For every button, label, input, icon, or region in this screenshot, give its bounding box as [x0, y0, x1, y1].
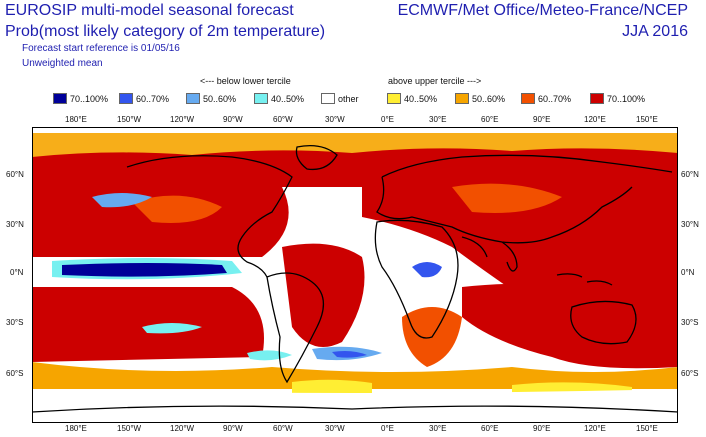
legend-item: 50..60% — [455, 93, 505, 104]
lat-label: 60°S — [6, 369, 24, 378]
legend-label: 50..60% — [472, 93, 506, 104]
legend-swatch — [590, 93, 604, 104]
lon-label: 150°E — [636, 115, 658, 124]
lat-label: 0°N — [10, 268, 24, 277]
mean-type: Unweighted mean — [22, 58, 103, 69]
lat-label: 30°N — [6, 220, 24, 229]
warm-anomaly-layer — [32, 131, 678, 397]
lon-label: 60°E — [481, 424, 499, 433]
legend-below-header: <--- below lower tercile — [200, 76, 291, 86]
lon-label: 180°E — [65, 115, 87, 124]
legend-label: 60..70% — [538, 93, 572, 104]
cold-anomaly-layer — [52, 193, 442, 361]
season-title: JJA 2016 — [622, 23, 688, 40]
lon-label: 0°E — [381, 424, 394, 433]
legend-item: 40..50% — [387, 93, 437, 104]
lon-label: 60°W — [273, 115, 293, 124]
title-line-2: Prob(most likely category of 2m temperat… — [5, 23, 326, 40]
legend-label: 70..100% — [607, 93, 646, 104]
lon-label: 0°E — [381, 115, 394, 124]
legend-swatch — [521, 93, 535, 104]
lon-label: 60°W — [273, 424, 293, 433]
legend-item: 70..100% — [53, 93, 108, 104]
lat-label: 0°N — [681, 268, 695, 277]
legend-item: 60..70% — [521, 93, 571, 104]
legend-label: 50..60% — [203, 93, 237, 104]
lon-label: 90°W — [223, 115, 243, 124]
lat-label: 30°S — [6, 318, 24, 327]
lon-label: 120°W — [170, 424, 195, 433]
legend-swatch — [455, 93, 469, 104]
legend-label: 70..100% — [70, 93, 109, 104]
lat-label: 60°N — [6, 170, 24, 179]
lon-label: 30°E — [429, 115, 447, 124]
legend-label: 40..50% — [271, 93, 305, 104]
lon-label: 90°W — [223, 424, 243, 433]
legend-swatch — [53, 93, 67, 104]
legend-swatch — [321, 93, 335, 104]
legend-item: 70..100% — [590, 93, 645, 104]
lon-label: 150°W — [117, 115, 142, 124]
legend-above-header: above upper tercile ---> — [388, 76, 482, 86]
legend-label: 40..50% — [404, 93, 438, 104]
lon-label: 30°E — [429, 424, 447, 433]
legend-label: 60..70% — [136, 93, 170, 104]
lon-label: 30°W — [325, 115, 345, 124]
legend-label: other — [338, 93, 359, 104]
coastlines — [32, 144, 678, 413]
centres-title: ECMWF/Met Office/Meteo-France/NCEP — [397, 2, 688, 19]
legend-item: 40..50% — [254, 93, 304, 104]
lat-label: 60°S — [681, 369, 699, 378]
legend-swatch — [119, 93, 133, 104]
legend: 70..100% 60..70% 50..60% 40..50% other 4… — [0, 93, 706, 107]
legend-swatch — [254, 93, 268, 104]
probability-map — [32, 127, 678, 423]
legend-item: 60..70% — [119, 93, 169, 104]
lon-label: 60°E — [481, 115, 499, 124]
map-frame — [32, 127, 678, 423]
legend-item: other — [321, 93, 359, 104]
lat-label: 30°N — [681, 220, 699, 229]
neutral-band-layer — [32, 127, 678, 423]
lon-label: 120°W — [170, 115, 195, 124]
lon-label: 30°W — [325, 424, 345, 433]
legend-swatch — [387, 93, 401, 104]
lat-label: 30°S — [681, 318, 699, 327]
forecast-start-reference: Forecast start reference is 01/05/16 — [22, 43, 180, 54]
lon-label: 120°E — [584, 424, 606, 433]
lon-label: 90°E — [533, 424, 551, 433]
lon-label: 150°W — [117, 424, 142, 433]
lon-label: 120°E — [584, 115, 606, 124]
legend-item: 50..60% — [186, 93, 236, 104]
title-line-1: EUROSIP multi-model seasonal forecast — [5, 2, 294, 19]
lon-label: 150°E — [636, 424, 658, 433]
legend-swatch — [186, 93, 200, 104]
lon-label: 180°E — [65, 424, 87, 433]
lon-label: 90°E — [533, 115, 551, 124]
lat-label: 60°N — [681, 170, 699, 179]
